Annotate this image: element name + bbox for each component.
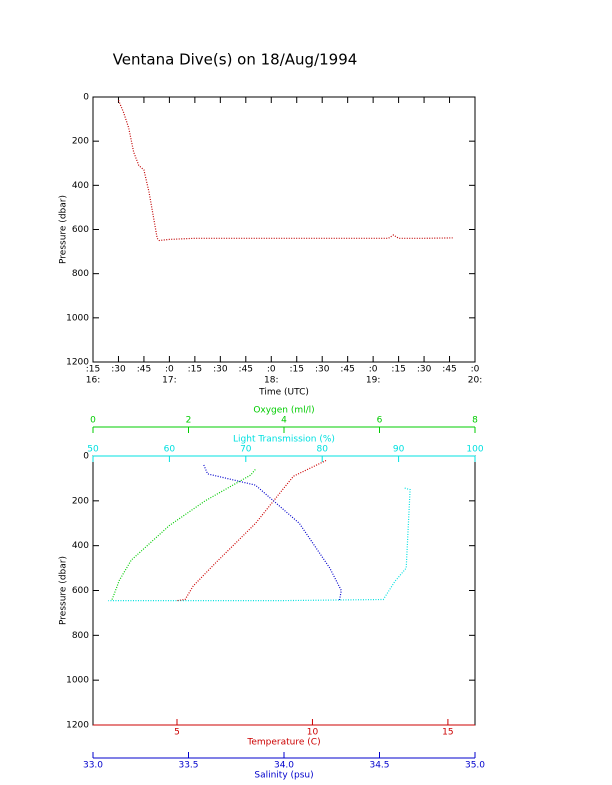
- x-tick-label: 90: [393, 445, 405, 455]
- x-tick-label: :0: [369, 365, 378, 375]
- x-axis-label: Light Transmission (%): [233, 435, 335, 445]
- x-tick-label: :15: [289, 365, 303, 375]
- x-axis-label: Salinity (psu): [254, 771, 313, 781]
- x-tick-label: 33.5: [178, 761, 198, 771]
- x-axis-label: Oxygen (ml/l): [253, 406, 314, 416]
- y-axis-label: Pressure (dbar): [59, 556, 69, 625]
- x-tick-label: 2: [186, 416, 192, 426]
- x-tick-label: :15: [391, 365, 405, 375]
- x-hour-label: 18:: [264, 376, 278, 386]
- x-tick-label: 6: [377, 416, 383, 426]
- profile-line: [111, 469, 256, 601]
- x-tick-label: :0: [471, 365, 480, 375]
- x-tick-label: :45: [340, 365, 354, 375]
- x-tick-label: :15: [86, 365, 100, 375]
- x-tick-label: 34.0: [274, 761, 294, 771]
- x-tick-label: 0: [90, 416, 96, 426]
- x-axis-label: Temperature (C): [246, 738, 320, 748]
- x-tick-label: :15: [188, 365, 202, 375]
- chart-title: Ventana Dive(s) on 18/Aug/1994: [113, 51, 358, 69]
- profile-line: [176, 459, 327, 602]
- x-tick-label: :45: [442, 365, 456, 375]
- y-tick-label: 0: [83, 93, 89, 103]
- y-tick-label: 1000: [66, 313, 89, 323]
- x-hour-label: 20:: [468, 376, 482, 386]
- y-tick-label: 1200: [66, 721, 89, 731]
- x-tick-label: 100: [466, 445, 483, 455]
- x-tick-label: :30: [417, 365, 432, 375]
- y-tick-label: 400: [72, 181, 89, 191]
- x-hour-label: 16:: [86, 376, 100, 386]
- x-tick-label: 60: [164, 445, 176, 455]
- x-tick-label: :30: [213, 365, 228, 375]
- x-tick-label: 50: [87, 445, 99, 455]
- x-tick-label: 70: [240, 445, 252, 455]
- x-tick-label: 80: [316, 445, 328, 455]
- y-tick-label: 0: [83, 452, 89, 462]
- x-tick-label: 35.0: [465, 761, 485, 771]
- x-hour-label: 17:: [162, 376, 176, 386]
- x-tick-label: 8: [472, 416, 478, 426]
- x-tick-label: 15: [442, 728, 453, 738]
- y-tick-label: 800: [72, 631, 89, 641]
- x-tick-label: :45: [137, 365, 151, 375]
- y-axis-label: Pressure (dbar): [59, 195, 69, 264]
- x-tick-label: 4: [281, 416, 287, 426]
- x-tick-label: :30: [111, 365, 126, 375]
- x-tick-label: 10: [307, 728, 319, 738]
- x-axis-label: Time (UTC): [258, 388, 309, 398]
- x-tick-label: :0: [165, 365, 174, 375]
- profile-line: [108, 487, 411, 602]
- y-tick-label: 400: [72, 541, 89, 551]
- x-hour-label: 19:: [366, 376, 380, 386]
- y-tick-label: 1000: [66, 676, 89, 686]
- x-tick-label: 34.5: [369, 761, 389, 771]
- x-tick-label: 5: [174, 728, 180, 738]
- x-tick-label: :30: [315, 365, 330, 375]
- x-tick-label: 33.0: [83, 761, 103, 771]
- y-tick-label: 600: [72, 586, 89, 596]
- y-tick-label: 1200: [66, 358, 89, 368]
- x-tick-label: :0: [267, 365, 276, 375]
- y-tick-label: 200: [72, 137, 89, 147]
- y-tick-label: 200: [72, 496, 89, 506]
- y-tick-label: 600: [72, 225, 89, 235]
- profile-line: [117, 100, 453, 242]
- y-tick-label: 800: [72, 269, 89, 279]
- x-tick-label: :45: [239, 365, 253, 375]
